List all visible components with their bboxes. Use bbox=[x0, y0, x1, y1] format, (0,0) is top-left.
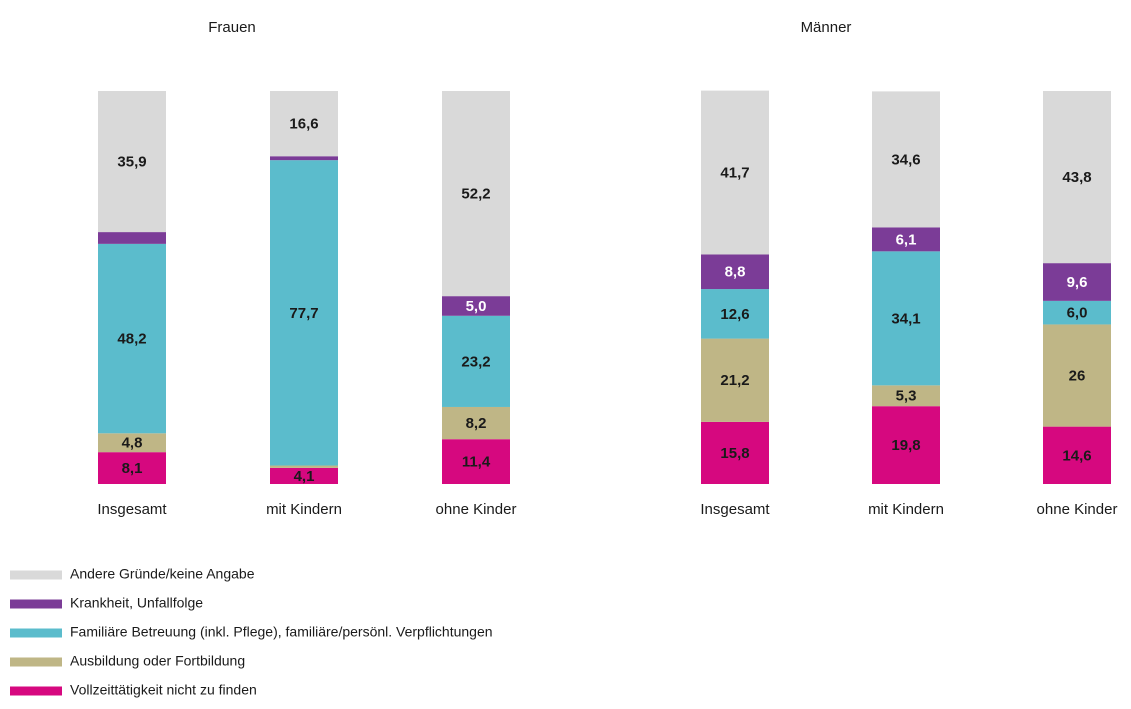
x-tick-label: mit Kindern bbox=[266, 501, 342, 518]
value-label: 19,8 bbox=[891, 437, 920, 454]
value-label: 9,6 bbox=[1067, 274, 1088, 291]
value-label: 14,6 bbox=[1062, 447, 1091, 464]
bar-segment bbox=[98, 243, 166, 434]
legend-label: Ausbildung oder Fortbildung bbox=[70, 653, 245, 669]
bar-segment bbox=[270, 91, 338, 157]
value-label: 26 bbox=[1069, 368, 1086, 385]
legend-label: Familiäre Betreuung (inkl. Pflege), fami… bbox=[70, 624, 493, 640]
value-label: 34,1 bbox=[891, 310, 920, 327]
value-label: 8,8 bbox=[725, 264, 746, 281]
bar-segment bbox=[1043, 263, 1111, 301]
legend-label: Krankheit, Unfallfolge bbox=[70, 595, 203, 611]
bar-segment bbox=[872, 406, 940, 484]
value-label: 6,0 bbox=[1067, 305, 1088, 322]
x-tick-label: Insgesamt bbox=[97, 501, 167, 518]
bar-segment bbox=[701, 338, 769, 422]
bar-segment bbox=[701, 90, 769, 255]
value-label: 48,2 bbox=[117, 331, 146, 348]
bar-segment bbox=[701, 254, 769, 290]
legend-swatch bbox=[10, 628, 62, 638]
value-label: 43,8 bbox=[1062, 169, 1091, 186]
value-label: 4,8 bbox=[122, 435, 143, 452]
x-tick-label: ohne Kinder bbox=[1037, 501, 1118, 518]
value-label: 11,4 bbox=[462, 454, 491, 471]
bar-segment bbox=[98, 91, 166, 233]
value-label: 5,3 bbox=[896, 388, 917, 405]
bar-segment bbox=[270, 467, 338, 484]
value-label: 5,0 bbox=[466, 298, 487, 315]
legend-label: Andere Gründe/keine Angabe bbox=[70, 566, 255, 582]
bar-segment bbox=[872, 227, 940, 252]
value-label: 21,2 bbox=[720, 372, 749, 389]
legend-swatch bbox=[10, 657, 62, 667]
bar-segment bbox=[872, 385, 940, 407]
chart-title: Frauen bbox=[208, 19, 256, 36]
bar-segment bbox=[701, 421, 769, 484]
bar-segment bbox=[701, 289, 769, 339]
bar-segment bbox=[442, 91, 510, 297]
legend-swatch bbox=[10, 686, 62, 696]
bar-segment bbox=[442, 315, 510, 407]
bar-segment bbox=[1043, 426, 1111, 484]
value-label: 8,1 bbox=[122, 460, 143, 477]
bar-segment bbox=[442, 439, 510, 484]
value-label: 35,9 bbox=[117, 154, 146, 171]
bar-segment bbox=[98, 433, 166, 453]
bar-segment bbox=[1043, 300, 1111, 325]
bar-segment bbox=[1043, 91, 1111, 264]
value-label: 77,7 bbox=[289, 305, 318, 322]
value-label: 8,2 bbox=[466, 415, 487, 432]
value-label: 15,8 bbox=[720, 445, 749, 462]
value-label: 4,1 bbox=[294, 468, 315, 485]
bar-segment bbox=[442, 296, 510, 316]
value-label: 41,7 bbox=[720, 165, 749, 182]
value-label: 34,6 bbox=[891, 151, 920, 168]
legend-label: Vollzeittätigkeit nicht zu finden bbox=[70, 682, 257, 698]
bar-segment bbox=[872, 91, 940, 228]
value-label: 23,2 bbox=[461, 353, 490, 370]
x-tick-label: mit Kindern bbox=[868, 501, 944, 518]
bar-segment bbox=[442, 406, 510, 440]
x-tick-label: Insgesamt bbox=[700, 501, 770, 518]
value-label: 6,1 bbox=[896, 231, 917, 248]
value-label: 12,6 bbox=[720, 306, 749, 323]
legend-swatch bbox=[10, 599, 62, 609]
value-label: 52,2 bbox=[461, 186, 490, 203]
bar-segment bbox=[98, 232, 166, 244]
x-tick-label: ohne Kinder bbox=[436, 501, 517, 518]
bar-segment bbox=[98, 452, 166, 484]
bar-segment bbox=[270, 160, 338, 466]
bar-segment bbox=[872, 251, 940, 386]
bar-segment bbox=[1043, 324, 1111, 427]
bar-segment bbox=[270, 465, 338, 468]
legend-swatch bbox=[10, 570, 62, 580]
chart-title: Männer bbox=[801, 19, 852, 36]
bar-segment bbox=[270, 156, 338, 161]
value-label: 16,6 bbox=[289, 116, 318, 133]
